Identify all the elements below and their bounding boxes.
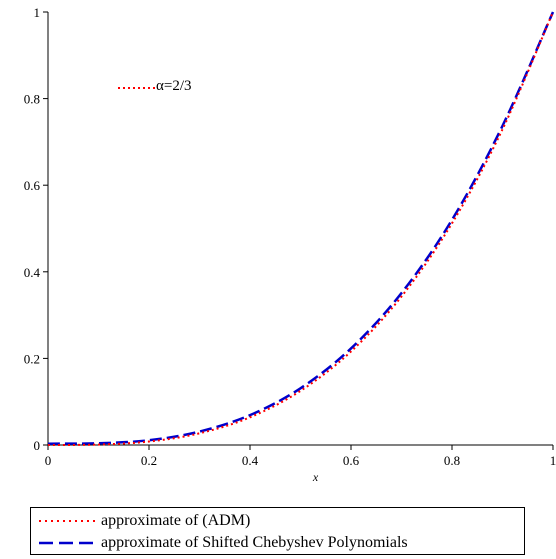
x-tick-label: 0.4: [242, 453, 259, 468]
x-tick-label: 0.6: [343, 453, 360, 468]
legend-item-adm: approximate of (ADM): [31, 510, 524, 532]
x-tick-label: 0: [45, 453, 52, 468]
annotation-text: α=2/3: [156, 78, 192, 94]
legend-label-adm: approximate of (ADM): [101, 512, 251, 529]
legend-label-chebyshev: approximate of Shifted Chebyshev Polynom…: [101, 534, 408, 551]
series-line-adm: [47, 11, 554, 446]
y-tick-label: 0.6: [24, 178, 41, 193]
series-layer: [47, 11, 555, 446]
x-tick-label: 1: [550, 453, 556, 468]
axes: [47, 12, 553, 446]
y-tick-label: 0.4: [24, 265, 41, 280]
y-tick-label: 0.8: [24, 92, 40, 107]
legend-swatch-adm: [39, 520, 95, 522]
ticks: 0 0.2 0.4 0.6 0.8 1 0 0.2 0.4 0.6 0.8 1 x: [24, 5, 556, 484]
y-tick-label: 1: [34, 5, 41, 20]
legend-item-chebyshev: approximate of Shifted Chebyshev Polynom…: [31, 532, 524, 554]
annotation-layer: α=2/3: [118, 78, 192, 94]
legend: approximate of (ADM) approximate of Shif…: [30, 507, 525, 555]
series-line-chebyshev: [47, 11, 555, 445]
legend-swatch-chebyshev: [39, 541, 95, 545]
x-axis-title: x: [312, 470, 319, 484]
x-tick-label: 0.8: [444, 453, 460, 468]
y-tick-label: 0.2: [24, 351, 40, 366]
x-tick-label: 0.2: [141, 453, 157, 468]
y-tick-label: 0: [34, 438, 41, 453]
chart-plot: 0 0.2 0.4 0.6 0.8 1 0 0.2 0.4 0.6 0.8 1 x α=2/3: [24, 5, 556, 484]
